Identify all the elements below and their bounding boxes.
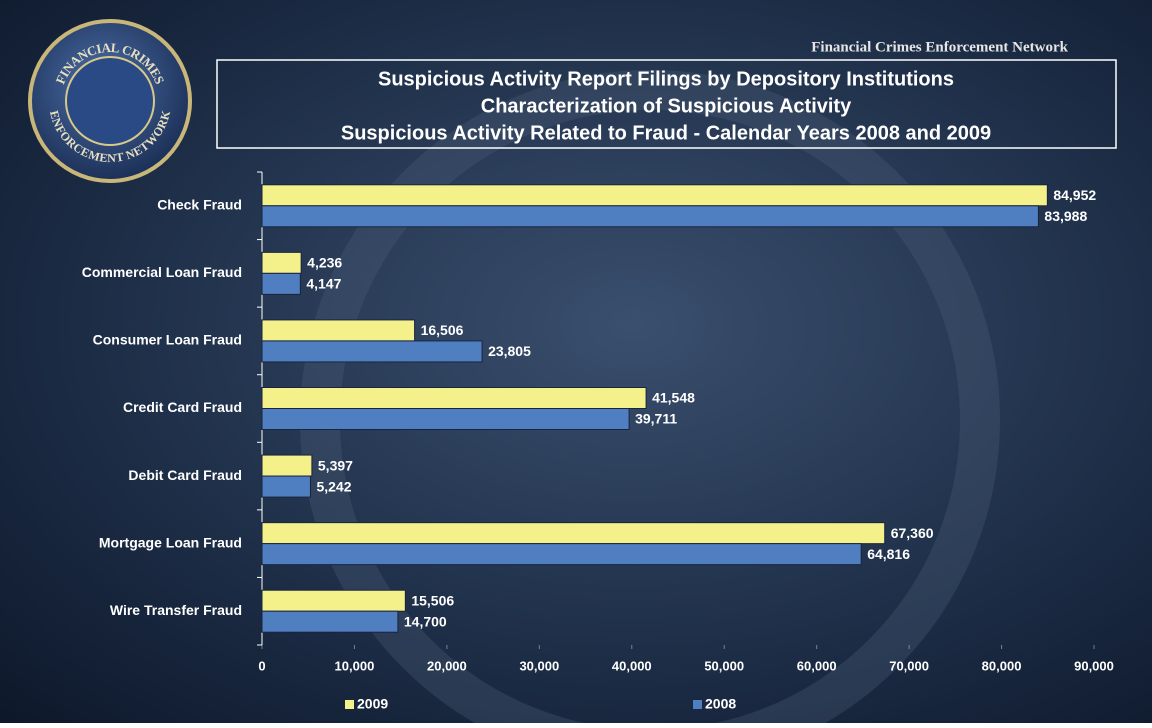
legend-label: 2009 [357,696,388,712]
value-label: 4,147 [306,276,341,292]
value-label: 64,816 [867,546,910,562]
bar [262,206,1038,227]
value-label: 67,360 [891,525,934,541]
legend-label: 2008 [705,696,736,712]
bar [262,590,405,611]
bar [262,544,861,565]
x-tick-label: 20,000 [427,658,467,673]
y-tick-label: Wire Transfer Fraud [110,602,242,618]
bar [262,388,646,409]
bar [262,611,398,632]
y-tick-label: Commercial Loan Fraud [82,264,242,280]
value-label: 41,548 [652,390,695,406]
x-tick-label: 30,000 [519,658,559,673]
chart-title: Suspicious Activity Report Filings by De… [378,68,954,90]
x-tick-label: 60,000 [797,658,837,673]
chart: FINANCIAL CRIMES ENFORCEMENT NETWORK Fin… [0,0,1152,723]
x-tick-label: 10,000 [335,658,375,673]
value-label: 23,805 [488,343,531,359]
value-label: 84,952 [1053,187,1096,203]
y-tick-label: Mortgage Loan Fraud [99,534,242,550]
x-tick-label: 70,000 [889,658,929,673]
value-label: 4,236 [307,255,342,271]
value-label: 16,506 [421,322,464,338]
value-label: 5,242 [316,478,351,494]
bar [262,523,885,544]
bar [262,185,1047,206]
bar [262,409,629,430]
y-tick-label: Consumer Loan Fraud [93,332,242,348]
y-tick-label: Check Fraud [157,196,242,212]
value-label: 14,700 [404,613,447,629]
bar [262,455,312,476]
bar [262,252,301,273]
bar [262,320,415,341]
logo-center [66,57,154,145]
value-label: 5,397 [318,457,353,473]
value-label: 15,506 [411,592,454,608]
page: FINANCIAL CRIMES ENFORCEMENT NETWORK Fin… [0,0,1152,723]
legend-swatch [345,700,354,709]
bar [262,341,482,362]
value-label: 39,711 [635,411,677,427]
x-tick-label: 80,000 [982,658,1022,673]
legend-swatch [693,700,702,709]
logo: FINANCIAL CRIMES ENFORCEMENT NETWORK [30,21,190,181]
chart-title: Suspicious Activity Related to Fraud - C… [341,122,991,144]
x-tick-label: 50,000 [704,658,744,673]
x-tick-label: 0 [258,658,265,673]
x-tick-label: 40,000 [612,658,652,673]
value-label: 83,988 [1044,208,1087,224]
bar [262,476,310,497]
header: Financial Crimes Enforcement Network [811,39,1068,55]
y-tick-label: Credit Card Fraud [123,399,242,415]
x-tick-label: 90,000 [1074,658,1114,673]
chart-title: Characterization of Suspicious Activity [481,95,852,117]
y-tick-label: Debit Card Fraud [128,467,242,483]
bar [262,273,300,294]
